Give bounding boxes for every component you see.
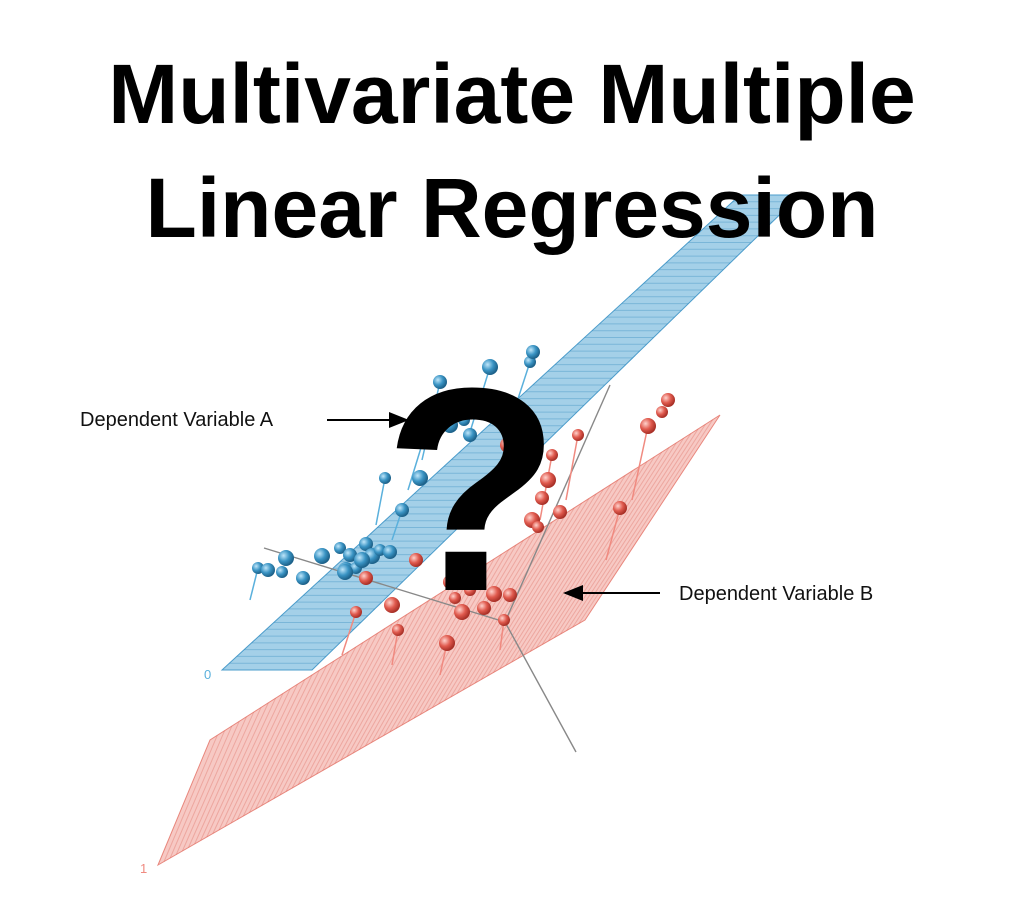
data-point [613, 501, 627, 515]
data-point [454, 604, 470, 620]
data-point [449, 592, 461, 604]
data-point [477, 601, 491, 615]
data-point [350, 606, 362, 618]
data-point [337, 564, 353, 580]
page-title-line-1: Multivariate Multiple [108, 47, 916, 141]
data-point [443, 575, 457, 589]
residual-line [565, 434, 579, 501]
data-point [374, 544, 386, 556]
data-point [252, 562, 264, 574]
plane-red [156, 414, 721, 867]
data-point [503, 588, 517, 602]
data-point [379, 472, 391, 484]
data-point [409, 553, 423, 567]
data-points-a [252, 345, 540, 585]
data-point [572, 429, 584, 441]
data-point [500, 437, 516, 453]
data-point [526, 434, 542, 450]
residual-line [341, 611, 357, 656]
data-point [392, 624, 404, 636]
data-point [482, 359, 498, 375]
data-point [384, 597, 400, 613]
data-point [442, 417, 458, 433]
question-mark: ? [383, 328, 560, 652]
residual-line [514, 361, 531, 409]
residual-lines-a [249, 361, 531, 601]
data-points-b [350, 393, 675, 651]
data-point [439, 635, 455, 651]
data-point [278, 550, 294, 566]
data-point [261, 563, 275, 577]
data-point [412, 470, 428, 486]
data-point [395, 503, 409, 517]
data-point [464, 584, 476, 596]
residual-line [631, 425, 649, 501]
data-point [359, 571, 373, 585]
data-point [296, 571, 310, 585]
data-point [343, 548, 357, 562]
data-point [526, 345, 540, 359]
data-point [359, 537, 373, 551]
plane-label-red: 1 [140, 861, 147, 876]
residual-line [407, 411, 433, 491]
data-point [535, 491, 549, 505]
data-point [426, 406, 438, 418]
residual-line [421, 381, 441, 461]
residual-line [469, 366, 491, 433]
label-dependent-variable-b: Dependent Variable B [679, 583, 873, 605]
data-point [498, 614, 510, 626]
data-point [314, 548, 330, 564]
data-point [656, 406, 668, 418]
data-point [522, 449, 534, 461]
data-point [463, 428, 477, 442]
data-point [532, 521, 544, 533]
residual-line [605, 507, 621, 561]
data-point [546, 449, 558, 461]
data-point [486, 586, 502, 602]
data-point [334, 542, 346, 554]
page-title-line-2: Linear Regression [145, 161, 879, 255]
data-point [640, 418, 656, 434]
label-dependent-variable-a: Dependent Variable A [80, 409, 274, 431]
plane-label-blue: 0 [204, 667, 211, 682]
data-point [661, 393, 675, 407]
data-point [553, 505, 567, 519]
data-point [540, 472, 556, 488]
data-point [458, 414, 470, 426]
data-point [354, 552, 370, 568]
data-point [383, 545, 397, 559]
data-point [276, 566, 288, 578]
data-point [433, 375, 447, 389]
residual-line [375, 477, 386, 526]
